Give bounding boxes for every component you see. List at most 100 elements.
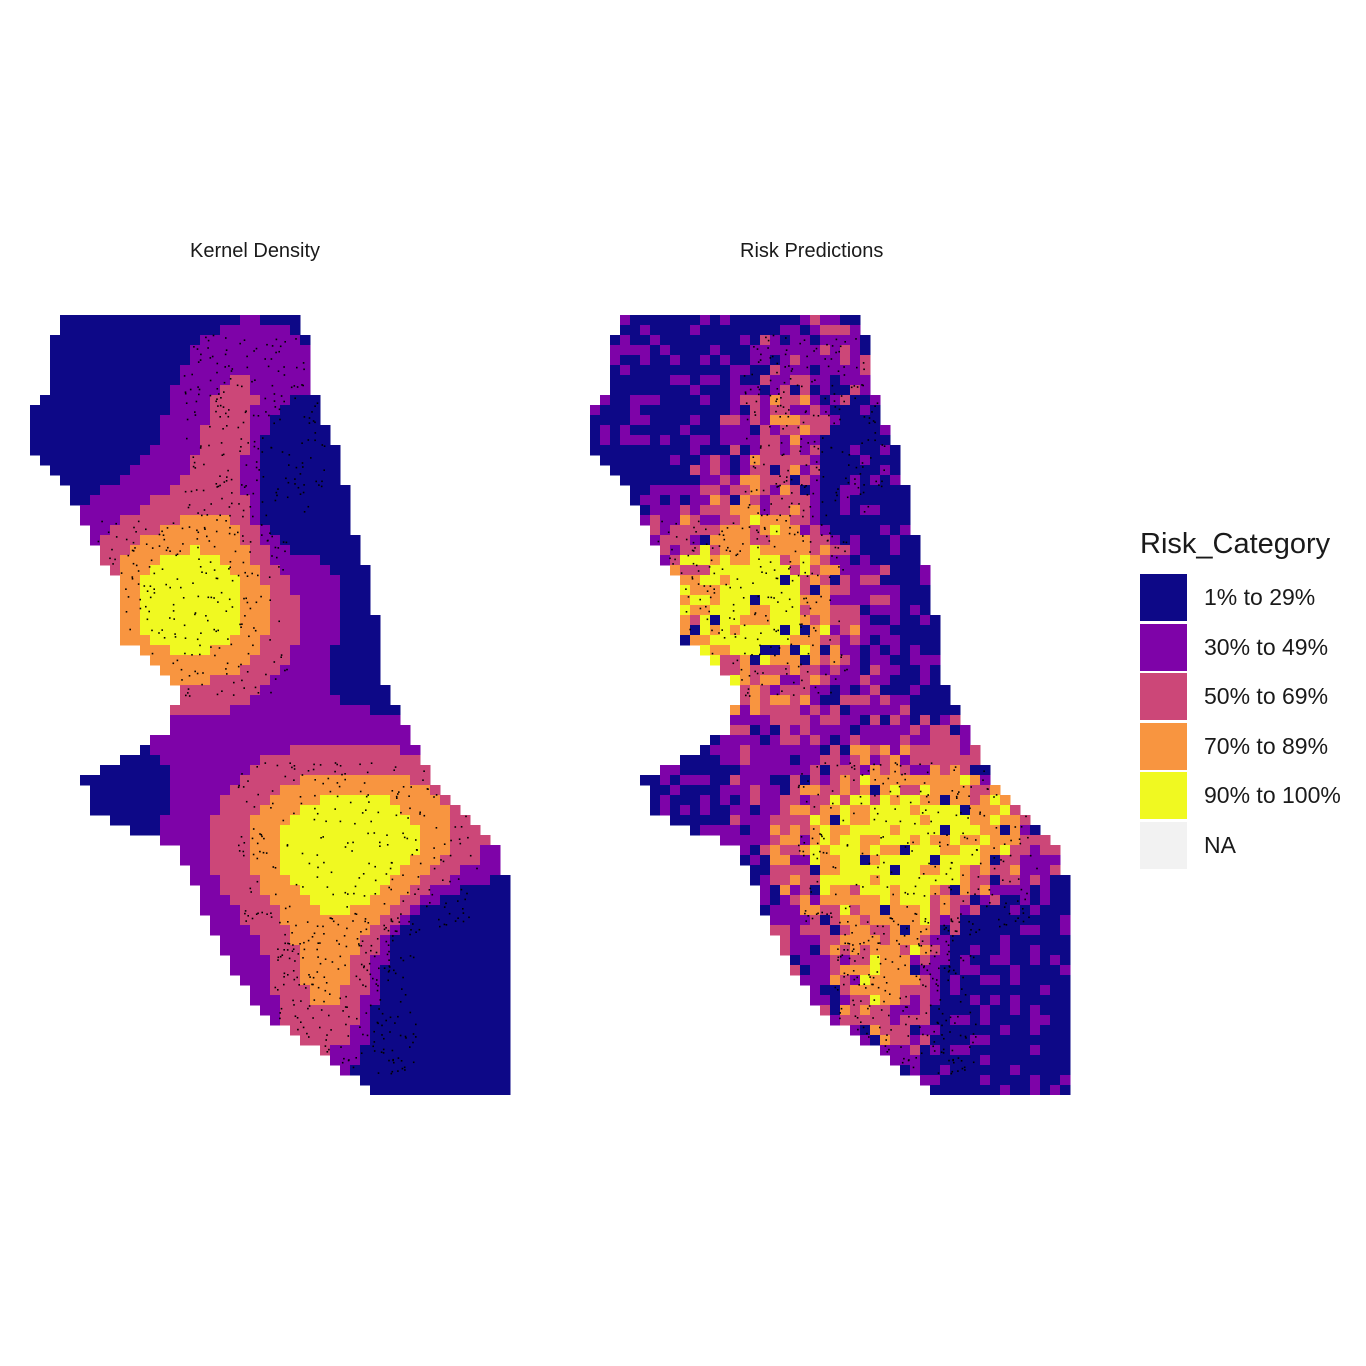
grid-cell	[280, 555, 291, 566]
kernel-density-title: Kernel Density	[190, 240, 321, 262]
grid-cell	[290, 465, 301, 476]
grid-cell	[800, 945, 811, 956]
event-point	[197, 386, 199, 388]
grid-cell	[380, 875, 391, 886]
grid-cell	[1040, 845, 1051, 856]
grid-cell	[190, 415, 201, 426]
grid-cell	[290, 715, 301, 726]
event-point	[412, 1033, 415, 1035]
grid-cell	[610, 355, 621, 366]
grid-cell	[360, 915, 371, 926]
event-point	[221, 497, 223, 500]
grid-cell	[420, 845, 431, 856]
grid-cell	[860, 455, 871, 466]
grid-cell	[750, 405, 761, 416]
event-point	[395, 814, 398, 817]
grid-cell	[420, 915, 431, 926]
grid-cell	[230, 435, 241, 446]
grid-cell	[1020, 865, 1031, 876]
grid-cell	[320, 515, 331, 526]
grid-cell	[170, 415, 181, 426]
grid-cell	[1050, 975, 1061, 986]
grid-cell	[910, 955, 921, 966]
grid-cell	[930, 635, 941, 646]
grid-cell	[760, 575, 771, 586]
event-point	[301, 852, 304, 855]
grid-cell	[190, 435, 201, 446]
grid-cell	[1040, 965, 1051, 976]
event-point	[287, 481, 290, 484]
event-point	[391, 1070, 394, 1073]
grid-cell	[840, 785, 851, 796]
event-point	[355, 975, 358, 978]
grid-cell	[290, 1025, 301, 1036]
event-point	[198, 393, 200, 396]
grid-cell	[270, 935, 281, 946]
grid-cell	[790, 575, 801, 586]
grid-cell	[130, 415, 141, 426]
event-point	[184, 652, 186, 655]
grid-cell	[720, 535, 731, 546]
event-point	[332, 920, 335, 923]
event-point	[241, 679, 243, 682]
grid-cell	[780, 445, 791, 456]
grid-cell	[390, 1015, 401, 1026]
grid-cell	[1040, 945, 1051, 956]
grid-cell	[700, 755, 711, 766]
grid-cell	[390, 905, 401, 916]
grid-cell	[1060, 975, 1071, 986]
grid-cell	[900, 765, 911, 776]
grid-cell	[150, 595, 161, 606]
grid-cell	[950, 885, 961, 896]
grid-cell	[920, 695, 931, 706]
grid-cell	[250, 925, 261, 936]
grid-cell	[750, 435, 761, 446]
grid-cell	[210, 705, 221, 716]
grid-cell	[310, 675, 321, 686]
grid-cell	[850, 935, 861, 946]
grid-cell	[780, 525, 791, 536]
grid-cell	[650, 535, 661, 546]
grid-cell	[90, 495, 101, 506]
grid-cell	[660, 555, 671, 566]
grid-cell	[260, 775, 271, 786]
grid-cell	[740, 525, 751, 536]
grid-cell	[200, 765, 211, 776]
grid-cell	[410, 885, 421, 896]
grid-cell	[770, 595, 781, 606]
grid-cell	[270, 485, 281, 496]
event-point	[216, 519, 218, 521]
grid-cell	[110, 365, 121, 376]
grid-cell	[50, 415, 61, 426]
grid-cell	[1000, 975, 1011, 986]
grid-cell	[460, 1055, 471, 1066]
event-point	[215, 530, 218, 533]
grid-cell	[750, 815, 761, 826]
grid-cell	[260, 825, 271, 836]
grid-cell	[130, 485, 141, 496]
grid-cell	[870, 465, 881, 476]
grid-cell	[190, 675, 201, 686]
grid-cell	[130, 445, 141, 456]
grid-cell	[170, 455, 181, 466]
grid-cell	[210, 345, 221, 356]
grid-cell	[180, 495, 191, 506]
grid-cell	[910, 585, 921, 596]
grid-cell	[230, 875, 241, 886]
grid-cell	[390, 965, 401, 976]
grid-cell	[890, 485, 901, 496]
grid-cell	[950, 965, 961, 976]
grid-cell	[830, 735, 841, 746]
grid-cell	[840, 445, 851, 456]
grid-cell	[890, 535, 901, 546]
grid-cell	[1020, 1025, 1031, 1036]
grid-cell	[90, 785, 101, 796]
grid-cell	[490, 895, 501, 906]
grid-cell	[450, 1015, 461, 1026]
grid-cell	[300, 565, 311, 576]
grid-cell	[980, 935, 991, 946]
grid-cell	[310, 815, 321, 826]
grid-cell	[340, 545, 351, 556]
grid-cell	[740, 635, 751, 646]
event-point	[207, 619, 209, 622]
